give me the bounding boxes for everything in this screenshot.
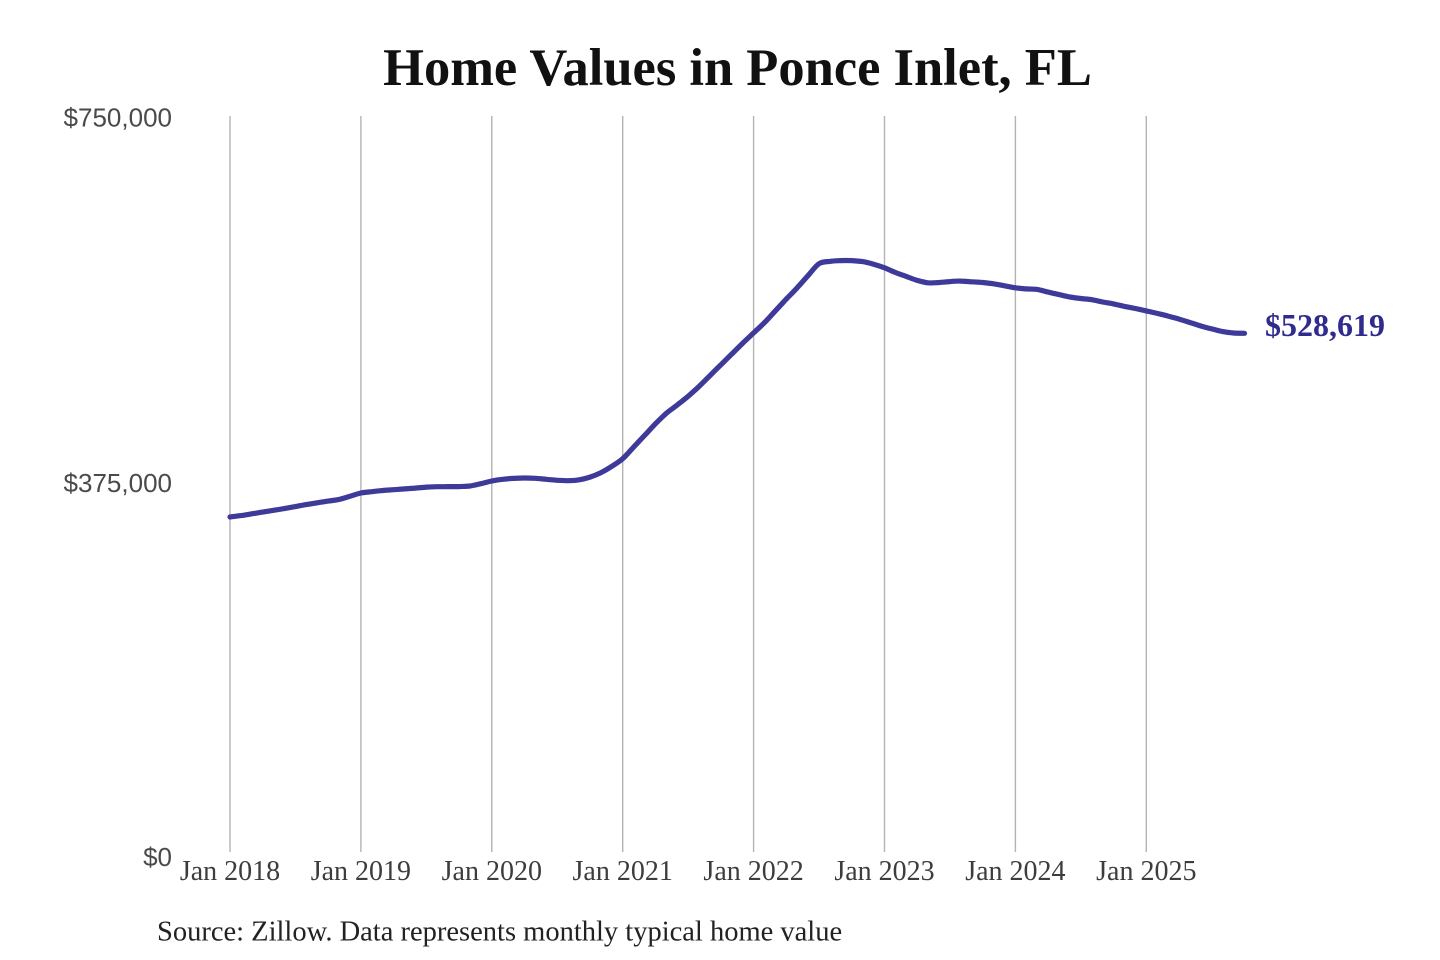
svg-text:Jan 2025: Jan 2025 — [1096, 856, 1196, 887]
svg-text:$375,000: $375,000 — [64, 468, 172, 498]
svg-text:$0: $0 — [143, 842, 172, 872]
svg-text:Jan 2024: Jan 2024 — [965, 856, 1065, 887]
svg-text:Jan 2022: Jan 2022 — [703, 856, 803, 887]
svg-text:Jan 2023: Jan 2023 — [834, 856, 934, 887]
svg-text:Source: Zillow. Data represent: Source: Zillow. Data represents monthly … — [157, 917, 842, 948]
svg-text:Jan 2019: Jan 2019 — [311, 856, 411, 887]
svg-text:Jan 2021: Jan 2021 — [573, 856, 673, 887]
svg-text:$528,619: $528,619 — [1265, 307, 1385, 343]
svg-text:Jan 2020: Jan 2020 — [442, 856, 542, 887]
svg-text:Home Values in Ponce Inlet, FL: Home Values in Ponce Inlet, FL — [383, 39, 1092, 97]
svg-text:Jan 2018: Jan 2018 — [180, 856, 280, 887]
svg-text:$750,000: $750,000 — [64, 103, 172, 133]
